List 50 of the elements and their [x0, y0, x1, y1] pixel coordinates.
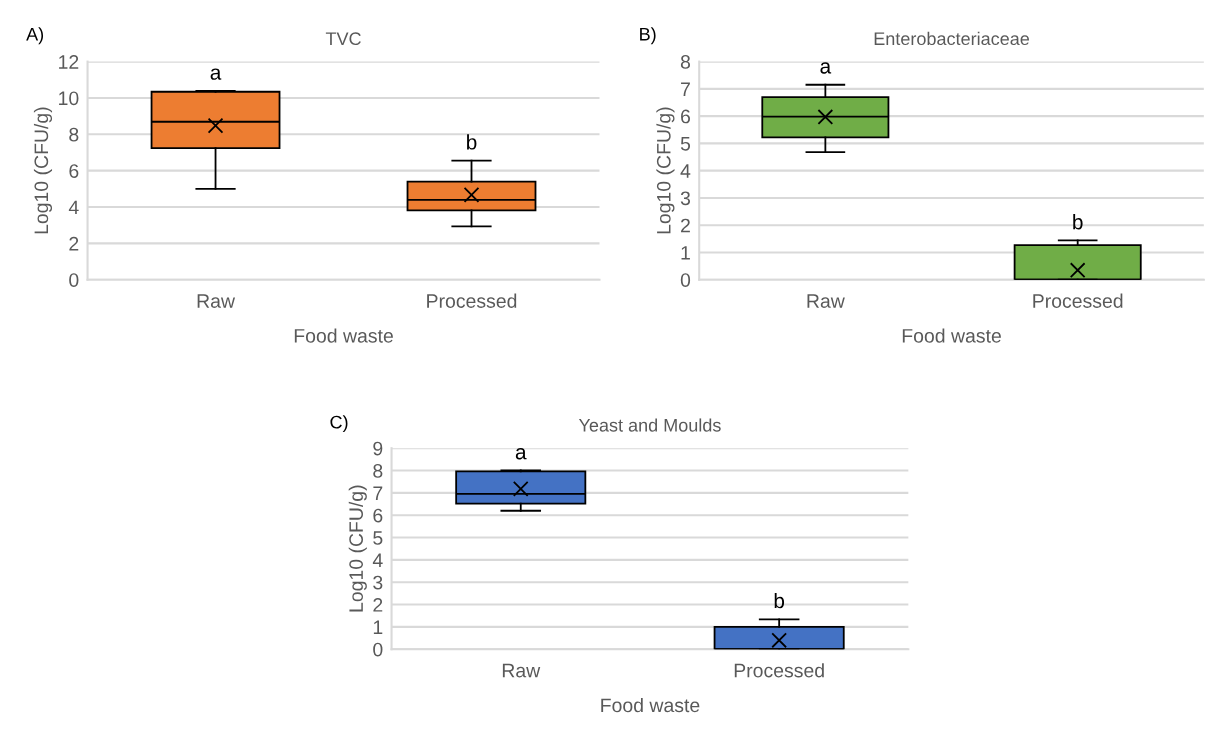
y-tick-label: 8 [680, 55, 691, 69]
chart-title: TVC [325, 32, 361, 46]
y-tick-label: 2 [69, 236, 79, 251]
y-tick-label: 9 [373, 441, 383, 456]
y-tick-label: 5 [680, 137, 691, 151]
y-tick-label: 12 [59, 55, 79, 69]
x-tick-label: Raw [807, 294, 845, 308]
x-axis-title: Food waste [601, 697, 700, 713]
y-tick-label: 6 [373, 508, 383, 523]
x-tick-label: Processed [1033, 293, 1123, 308]
annotation: a [210, 68, 222, 80]
y-axis-title: Log10 (CFU/g) [656, 107, 675, 234]
text: C) [330, 415, 348, 433]
x-axis-title: Food waste [294, 328, 393, 343]
y-axis-title: Log10 (CFU/g) [348, 485, 367, 612]
y-tick-label: 6 [69, 164, 79, 178]
y-tick-label: 8 [69, 127, 79, 142]
annotation: b [1073, 214, 1083, 230]
annotation: a [820, 62, 832, 74]
y-tick-label: 5 [373, 531, 383, 545]
annotation: a [515, 448, 527, 460]
y-tick-label: 0 [69, 273, 79, 287]
y-tick-label: 3 [680, 191, 691, 206]
text: A) [26, 27, 44, 45]
y-tick-label: 7 [373, 486, 383, 500]
text: B) [640, 27, 656, 45]
x-tick-label: Raw [502, 663, 541, 678]
x-tick-label: Processed [734, 663, 824, 678]
y-tick-label: 4 [372, 553, 383, 567]
y-axis-title: Log10 (CFU/g) [33, 107, 53, 234]
annotation: b [467, 134, 477, 150]
y-tick-label: 1 [681, 246, 690, 260]
chart-title: Enterobacteriaceae [874, 31, 1030, 46]
chart-title: Yeast and Moulds [578, 418, 721, 432]
y-tick-label: 3 [373, 575, 383, 590]
y-tick-label: 2 [681, 218, 690, 233]
y-tick-label: 6 [681, 109, 691, 124]
y-tick-label: 4 [680, 164, 691, 178]
y-tick-label: 4 [68, 200, 79, 215]
y-tick-label: 0 [680, 273, 691, 287]
y-tick-label: 0 [373, 642, 383, 657]
y-tick-label: 8 [373, 463, 383, 478]
annotation: b [774, 592, 785, 609]
y-tick-label: 7 [681, 82, 690, 96]
y-tick-label: 2 [373, 598, 383, 612]
x-axis-title: Food waste [902, 328, 1001, 343]
y-tick-label: 1 [373, 620, 383, 634]
y-tick-label: 10 [59, 91, 79, 106]
x-tick-label: Processed [427, 293, 517, 308]
x-tick-label: Raw [197, 294, 236, 308]
